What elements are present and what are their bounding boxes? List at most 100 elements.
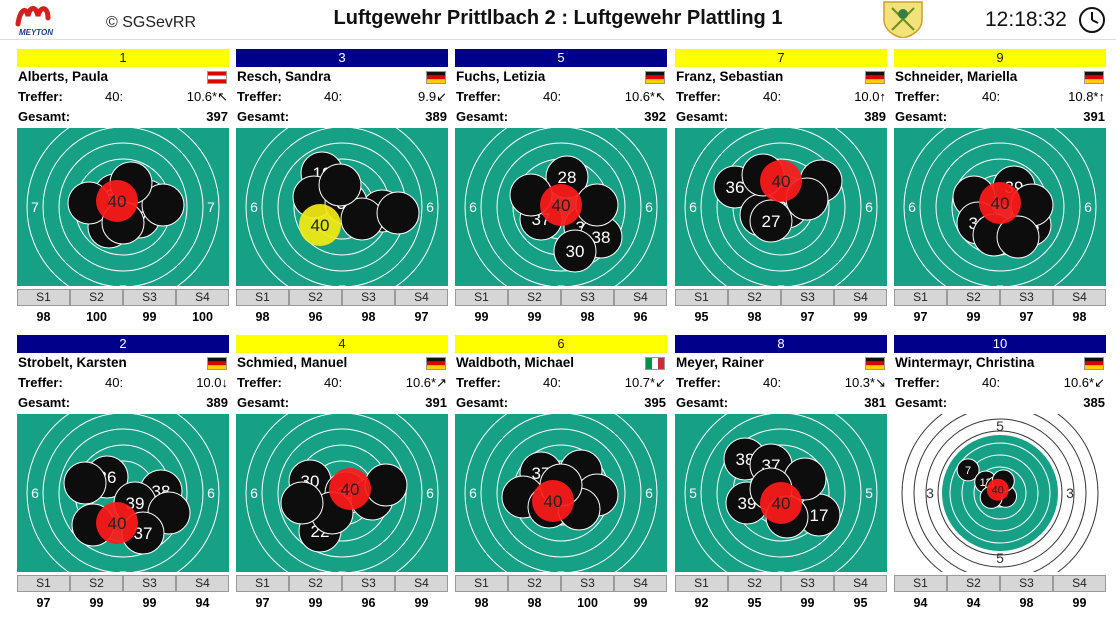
series-tab-s2[interactable]: S2 bbox=[508, 575, 561, 592]
target-ring bbox=[919, 128, 1081, 286]
last-shot-number: 40 bbox=[772, 172, 791, 191]
shooter-card[interactable]: 4 Schmied, Manuel Treffer: 40: 10.6*↗ Gesamt:… bbox=[236, 335, 448, 621]
series-tab-s2[interactable]: S2 bbox=[508, 289, 561, 306]
series-tab-s4[interactable]: S4 bbox=[834, 289, 887, 306]
target-ring bbox=[925, 418, 1075, 568]
series-tab-s3[interactable]: S3 bbox=[342, 575, 395, 592]
total-label: Gesamt: bbox=[18, 109, 71, 124]
series-tab-s1[interactable]: S1 bbox=[675, 575, 728, 592]
series-tab-s3[interactable]: S3 bbox=[561, 289, 614, 306]
hits-count: 40: bbox=[982, 89, 1001, 104]
series-tab-s3[interactable]: S3 bbox=[781, 575, 834, 592]
shooter-name-row: Franz, Sebastian bbox=[675, 67, 887, 87]
shooter-name: Schmied, Manuel bbox=[237, 355, 348, 370]
last-shot-value: 10.6*↖ bbox=[186, 89, 228, 104]
series-tab-s4[interactable]: S4 bbox=[614, 289, 667, 306]
hits-row: Treffer: 40: 10.3*↘ bbox=[675, 373, 887, 393]
series-tab-s4[interactable]: S4 bbox=[176, 575, 229, 592]
last-shot-number: 40 bbox=[544, 492, 563, 511]
austria-flag-icon bbox=[207, 71, 227, 84]
series-tab-s2[interactable]: S2 bbox=[728, 575, 781, 592]
series-tab-s2[interactable]: S2 bbox=[70, 289, 123, 306]
series-tab-s4[interactable]: S4 bbox=[395, 289, 448, 306]
series-tab-s2[interactable]: S2 bbox=[728, 289, 781, 306]
series-score: 100 bbox=[577, 596, 598, 610]
shooter-card[interactable]: 8 Meyer, Rainer Treffer: 40: 10.3*↘ Gesamt: 38… bbox=[675, 335, 887, 621]
series-tab-s1[interactable]: S1 bbox=[236, 289, 289, 306]
series-score: 98 bbox=[255, 310, 270, 324]
clock-time: 12:18:32 bbox=[985, 8, 1067, 31]
shot-number: 17 bbox=[810, 506, 829, 525]
shooter-card[interactable]: 3 Resch, Sandra Treffer: 40: 9.9↙ Gesamt: 389 7… bbox=[236, 49, 448, 335]
shooter-card[interactable]: 5 Fuchs, Letizia Treffer: 40: 10.6*↖ Gesamt: 3… bbox=[455, 49, 667, 335]
lane-number: 9 bbox=[996, 50, 1004, 65]
ring-number-label: 7 bbox=[31, 199, 39, 215]
shooter-card[interactable]: 10 Wintermayr, Christina Treffer: 40: 10.6*↙… bbox=[894, 335, 1106, 621]
lane-position-bar: 10 bbox=[894, 335, 1106, 353]
series-score: 99 bbox=[308, 596, 323, 610]
shooter-name-row: Alberts, Paula bbox=[17, 67, 229, 87]
series-tab-s2[interactable]: S2 bbox=[289, 575, 342, 592]
total-score: 397 bbox=[206, 109, 228, 124]
series-tab-s1[interactable]: S1 bbox=[894, 289, 947, 306]
series-tab-s3[interactable]: S3 bbox=[123, 289, 176, 306]
series-tab-s1[interactable]: S1 bbox=[455, 289, 508, 306]
target-face: 76673638393740 bbox=[17, 414, 229, 572]
series-tab-s1[interactable]: S1 bbox=[455, 575, 508, 592]
series-tab-s1[interactable]: S1 bbox=[675, 289, 728, 306]
ring-number-label: 7 bbox=[119, 568, 127, 572]
series-tab-s1[interactable]: S1 bbox=[17, 289, 70, 306]
hits-label: Treffer: bbox=[237, 375, 282, 390]
series-tab-s2[interactable]: S2 bbox=[289, 289, 342, 306]
shooter-name: Resch, Sandra bbox=[237, 69, 331, 84]
series-tab-s3[interactable]: S3 bbox=[123, 575, 176, 592]
series-tab-s2[interactable]: S2 bbox=[947, 575, 1000, 592]
series-score: 97 bbox=[36, 596, 51, 610]
series-score: 99 bbox=[527, 310, 542, 324]
series-tab-s4[interactable]: S4 bbox=[395, 575, 448, 592]
series-tab-s3[interactable]: S3 bbox=[781, 289, 834, 306]
lane-position-bar: 5 bbox=[455, 49, 667, 67]
header-bar: MEYTON © SGSevRR Luftgewehr Prittlbach 2… bbox=[0, 0, 1116, 40]
series-score: 92 bbox=[694, 596, 709, 610]
ring-number-label: 7 bbox=[338, 282, 346, 286]
series-tab-s4[interactable]: S4 bbox=[834, 575, 887, 592]
shooter-name: Strobelt, Karsten bbox=[18, 355, 127, 370]
series-score: 98 bbox=[1019, 596, 1034, 610]
series-tab-s2[interactable]: S2 bbox=[70, 575, 123, 592]
total-score: 391 bbox=[425, 395, 447, 410]
series-tab-s4[interactable]: S4 bbox=[1053, 289, 1106, 306]
series-tab-s3[interactable]: S3 bbox=[1000, 289, 1053, 306]
last-shot-number: 40 bbox=[552, 196, 571, 215]
series-tab-s3[interactable]: S3 bbox=[1000, 575, 1053, 592]
series-tab-s4[interactable]: S4 bbox=[1053, 575, 1106, 592]
series-tab-s1[interactable]: S1 bbox=[894, 575, 947, 592]
shooter-card[interactable]: 6 Waldboth, Michael Treffer: 40: 10.7*↙ Gesam… bbox=[455, 335, 667, 621]
shooter-card[interactable]: 7 Franz, Sebastian Treffer: 40: 10.0↑ Gesamt:… bbox=[675, 49, 887, 335]
series-tab-s4[interactable]: S4 bbox=[176, 289, 229, 306]
lane-number: 7 bbox=[777, 50, 785, 65]
target-ring bbox=[901, 414, 1099, 572]
shooter-card[interactable]: 1 Alberts, Paula Treffer: 40: 10.6*↖ Gesamt: 3… bbox=[17, 49, 229, 335]
ring-number-label: 7 bbox=[207, 199, 215, 215]
shooter-card[interactable]: 2 Strobelt, Karsten Treffer: 40: 10.0↓ Gesamt… bbox=[17, 335, 229, 621]
series-score: 99 bbox=[800, 596, 815, 610]
series-tab-s1[interactable]: S1 bbox=[236, 575, 289, 592]
ring-number-label: 6 bbox=[645, 485, 653, 501]
series-tab-s2[interactable]: S2 bbox=[947, 289, 1000, 306]
shooter-name-row: Meyer, Rainer bbox=[675, 353, 887, 373]
series-tab-s4[interactable]: S4 bbox=[614, 575, 667, 592]
lane-number: 8 bbox=[777, 336, 785, 351]
ring-number-label: 6 bbox=[426, 485, 434, 501]
series-tab-s3[interactable]: S3 bbox=[342, 289, 395, 306]
series-header-row: S1 S2 S3 S4 bbox=[236, 575, 448, 592]
series-tab-s3[interactable]: S3 bbox=[561, 575, 614, 592]
shot-hole: 7 bbox=[956, 458, 980, 482]
last-shot-marker: 40 bbox=[299, 204, 341, 246]
shot-hole bbox=[996, 215, 1040, 259]
series-tab-s1[interactable]: S1 bbox=[17, 575, 70, 592]
shooter-card[interactable]: 9 Schneider, Mariella Treffer: 40: 10.8*↑ Ges… bbox=[894, 49, 1106, 335]
shooter-name-row: Resch, Sandra bbox=[236, 67, 448, 87]
ring-number-label: 7 bbox=[777, 414, 785, 416]
